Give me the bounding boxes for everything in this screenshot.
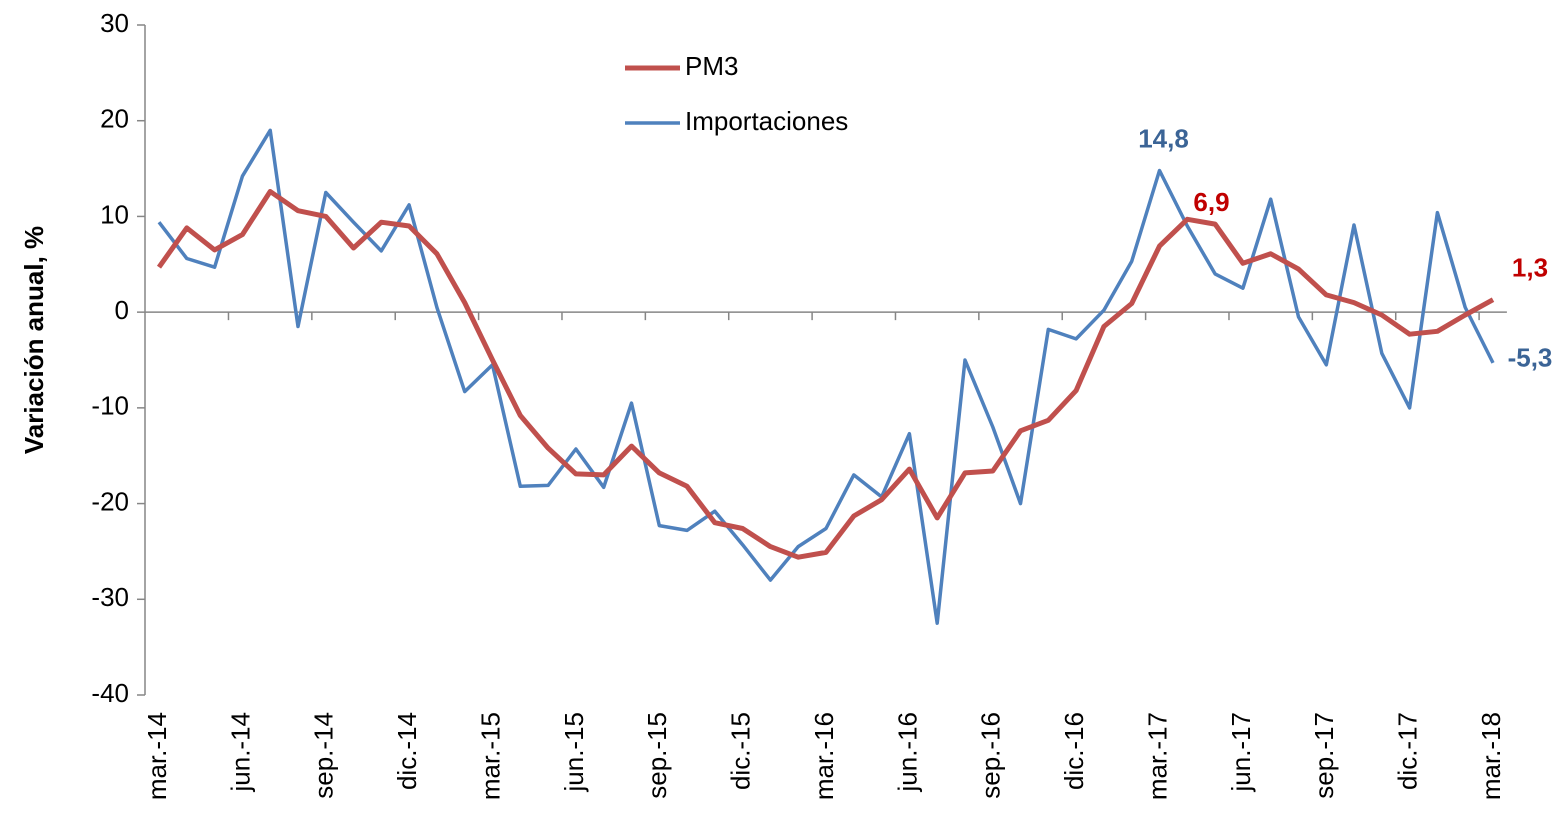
y-tick-label: -10: [91, 391, 129, 421]
series-line: [156, 189, 1495, 560]
x-tick-label: dic.-16: [1059, 712, 1089, 790]
data-label: -5,3: [1508, 343, 1553, 373]
x-tick-label: sep.-15: [642, 712, 672, 799]
x-tick-label: jun.-14: [225, 712, 255, 793]
x-tick-label: sep.-17: [1309, 712, 1339, 799]
y-tick-label: 10: [100, 199, 129, 229]
data-label: 14,8: [1138, 123, 1189, 153]
x-tick-label: sep.-14: [309, 712, 339, 799]
x-tick-label: jun.-17: [1226, 712, 1256, 793]
legend-label: PM3: [685, 51, 738, 81]
x-tick-label: dic.-14: [392, 712, 422, 790]
series-line: [157, 128, 1495, 625]
x-tick-label: dic.-15: [726, 712, 756, 790]
y-tick-label: 30: [100, 8, 129, 38]
y-tick-label: 20: [100, 104, 129, 134]
x-tick-label: mar.-17: [1142, 712, 1172, 800]
legend-label: Importaciones: [685, 106, 848, 136]
x-tick-label: dic.-17: [1393, 712, 1423, 790]
x-tick-label: mar.-16: [809, 712, 839, 800]
x-tick-label: sep.-16: [976, 712, 1006, 799]
y-tick-label: -40: [91, 678, 129, 708]
x-tick-label: jun.-15: [559, 712, 589, 793]
y-tick-label: -20: [91, 486, 129, 516]
y-tick-label: 0: [115, 295, 129, 325]
x-tick-label: mar.-15: [475, 712, 505, 800]
x-tick-label: jun.-16: [892, 712, 922, 793]
x-tick-label: mar.-18: [1476, 712, 1506, 800]
y-tick-label: -30: [91, 582, 129, 612]
x-tick-label: mar.-14: [142, 712, 172, 800]
data-label: 6,9: [1193, 187, 1229, 217]
y-axis-title: Variación anual, %: [19, 226, 49, 454]
data-label: 1,3: [1512, 253, 1548, 283]
